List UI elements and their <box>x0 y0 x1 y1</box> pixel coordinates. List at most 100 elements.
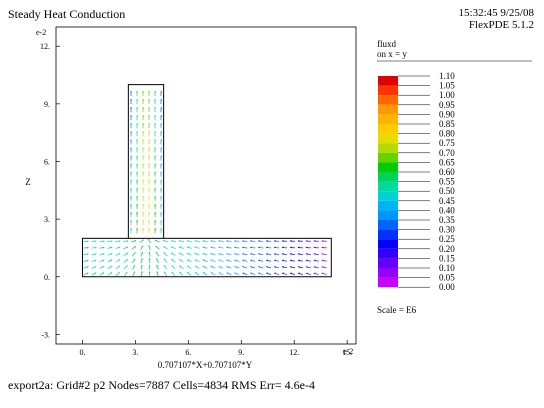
flux-arrowhead <box>142 90 145 93</box>
flux-arrowhead <box>154 195 157 198</box>
flux-arrowhead <box>171 271 174 273</box>
flux-arrow <box>123 240 129 243</box>
flux-arrowhead <box>148 155 151 158</box>
flux-arrowhead <box>202 246 205 248</box>
flux-arrowhead <box>102 240 105 243</box>
flux-arrow <box>202 247 208 249</box>
flux-arrowhead <box>258 246 260 248</box>
flux-arrowhead <box>160 131 163 134</box>
flux-arrowhead <box>186 246 189 248</box>
flux-arrow <box>234 247 240 249</box>
legend-label: 0.70 <box>439 148 455 158</box>
flux-arrow <box>163 265 168 270</box>
flux-arrow <box>156 271 159 277</box>
flux-arrowhead <box>321 246 324 248</box>
flux-arrowhead <box>160 211 163 214</box>
flux-arrow <box>234 272 240 276</box>
flux-arrowhead <box>194 240 197 242</box>
legend-label: 0.55 <box>439 177 455 187</box>
flux-arrow <box>297 260 303 262</box>
flux-arrowhead <box>297 240 300 242</box>
flux-arrow <box>107 259 113 263</box>
flux-arrowhead <box>160 123 163 125</box>
legend-label: 0.85 <box>439 119 455 129</box>
flux-arrowhead <box>136 147 139 150</box>
flux-arrow <box>131 240 137 243</box>
flux-arrow <box>274 253 280 255</box>
legend-swatch <box>378 239 398 249</box>
flux-arrow <box>170 240 176 242</box>
flux-arrow <box>115 246 121 249</box>
flux-arrowhead <box>154 90 157 93</box>
y-axis-label: Z <box>25 177 31 187</box>
flux-arrow <box>124 271 128 277</box>
legend-swatch <box>378 152 398 163</box>
flux-arrowhead <box>273 246 276 248</box>
legend-swatch <box>378 268 398 278</box>
flux-arrow <box>107 246 113 249</box>
flux-arrowhead <box>156 258 158 260</box>
legend-swatch <box>378 191 398 201</box>
flux-arrow <box>83 253 89 256</box>
flux-arrowhead <box>148 195 151 198</box>
flux-arrow <box>91 253 97 256</box>
flux-arrowhead <box>321 259 324 261</box>
flux-arrowhead <box>297 259 300 261</box>
y-tick-label: 6. <box>44 157 50 166</box>
legend-swatch <box>378 104 398 115</box>
flux-arrowhead <box>250 253 253 255</box>
flux-arrow <box>210 253 216 256</box>
flux-arrowhead <box>148 147 151 150</box>
flux-arrowhead <box>142 203 145 206</box>
flux-arrowhead <box>147 239 150 241</box>
flux-arrow <box>258 272 264 275</box>
flux-arrowhead <box>281 259 284 261</box>
flux-arrowhead <box>160 106 163 109</box>
flux-arrow <box>140 271 143 277</box>
flux-arrow <box>148 258 151 264</box>
flux-arrowhead <box>273 253 276 255</box>
flux-arrow <box>305 266 311 269</box>
flux-arrowhead <box>94 272 97 275</box>
flux-arrowhead <box>160 115 163 117</box>
flux-arrow <box>313 273 319 275</box>
flux-arrowhead <box>130 123 133 125</box>
flux-arrowhead <box>250 240 253 242</box>
flux-arrowhead <box>136 211 139 214</box>
flux-arrow <box>210 272 216 276</box>
flux-arrowhead <box>234 240 237 242</box>
flux-arrow <box>266 272 272 275</box>
flux-arrowhead <box>154 155 157 158</box>
flux-arrowhead <box>126 258 128 261</box>
y-tick-label: 12. <box>40 42 50 51</box>
legend-label: 0.00 <box>439 282 455 292</box>
flux-arrow <box>140 251 143 257</box>
flux-arrow <box>242 259 248 262</box>
flux-arrowhead <box>130 131 133 134</box>
flux-arrowhead <box>154 147 157 150</box>
flux-arrow <box>178 246 184 249</box>
flux-arrowhead <box>148 106 151 109</box>
flux-arrow <box>186 259 192 263</box>
flux-arrowhead <box>297 266 300 268</box>
flux-arrowhead <box>154 139 157 142</box>
flux-arrowhead <box>148 251 151 254</box>
flux-arrowhead <box>234 259 237 261</box>
flux-arrow <box>226 259 232 262</box>
flux-arrowhead <box>118 252 121 255</box>
flux-arrow <box>305 273 311 275</box>
flux-arrowhead <box>142 98 145 101</box>
flux-arrow <box>171 265 176 270</box>
flux-arrowhead <box>289 266 292 268</box>
flux-arrowhead <box>321 240 324 242</box>
flux-arrowhead <box>305 266 308 268</box>
flux-arrowhead <box>186 239 189 242</box>
flux-arrowhead <box>154 115 157 117</box>
flux-arrowhead <box>289 259 292 261</box>
flux-arrow <box>91 265 97 269</box>
y-tick-label: 3. <box>44 215 50 224</box>
flux-arrow <box>202 259 208 262</box>
flux-arrow <box>91 246 97 249</box>
flux-arrowhead <box>250 259 253 261</box>
flux-arrow <box>91 259 97 263</box>
